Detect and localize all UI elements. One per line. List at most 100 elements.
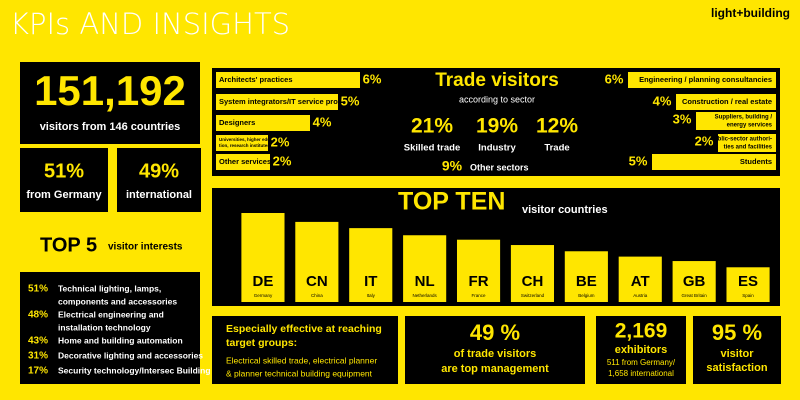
sector-pct: 4% (653, 93, 672, 108)
bar-category: DE (253, 273, 274, 290)
visitors-box (20, 62, 200, 144)
sector-bar (216, 154, 270, 170)
interests-title: TOP 5 (40, 234, 97, 256)
brand: light+building (711, 6, 790, 20)
sector-label: Public-sector authori- (710, 137, 772, 143)
bars: DE Germany CN China IT Italy NL Netherlands FR Fr… (241, 213, 770, 302)
sector-label: tion, research institutes (219, 143, 270, 148)
sector-label: Trade (544, 143, 569, 154)
sector-pct: 19% (476, 115, 518, 138)
bar (510, 245, 555, 302)
sector-pct: 2% (271, 134, 290, 149)
bar-category: CH (522, 273, 544, 290)
origin-label: international (126, 189, 192, 201)
sector-pct: 5% (341, 93, 360, 108)
interests-box (20, 272, 200, 384)
sector-bar (216, 72, 360, 88)
sector-pct: 3% (673, 111, 692, 126)
bar-label: France (472, 293, 487, 298)
title: KPIs AND INSIGHTS (10, 7, 290, 41)
sector-pct: 2% (273, 153, 292, 168)
sector-label: Designers (219, 118, 255, 127)
interest-text: components and accessories (58, 296, 177, 306)
bar-label: Netherlands (413, 293, 438, 298)
bar-category: FR (469, 273, 489, 290)
sectors-content: Architects' practices 6% System integrator… (216, 71, 776, 170)
interest-pct: 51% (28, 284, 48, 295)
interest-pct: 31% (28, 351, 48, 362)
visitors-caption: visitors from 146 countries (40, 121, 181, 133)
sector-bar (216, 115, 310, 131)
origin-value: 51% (44, 160, 84, 182)
interests-list: 51% Technical lighting, lamps, components … (28, 283, 211, 376)
sector-pct: 6% (605, 71, 624, 86)
exhibitors-text: exhibitors (615, 344, 668, 356)
sector-pct: 4% (313, 114, 332, 129)
interest-pct: 43% (28, 336, 48, 347)
bar (726, 267, 770, 302)
bar-category: ES (738, 273, 758, 290)
bar (241, 213, 285, 302)
satisfaction-box (693, 316, 781, 384)
satisfaction-text: satisfaction (706, 362, 767, 374)
interest-pct: 17% (28, 366, 48, 377)
interest-text: Security technology/Intersec Building (58, 365, 211, 375)
management-text: of trade visitors (454, 348, 537, 360)
other-label: Other sectors (470, 162, 529, 172)
bar-label: Switzerland (521, 293, 545, 298)
sector-pct: 2% (695, 133, 714, 148)
origin-box (20, 148, 108, 212)
sector-label: System integrators/IT service providers (219, 97, 360, 106)
exhibitors-text: 511 from Germany/ (607, 358, 676, 367)
sector-label: ties and facilities (724, 145, 773, 151)
targets-box (212, 316, 398, 384)
sector-bar (216, 135, 268, 151)
bar-label: Germany (254, 293, 273, 298)
bar (349, 228, 393, 302)
chart-subtitle: visitor countries (522, 204, 608, 216)
interests-subtitle: visitor interests (108, 242, 183, 253)
satisfaction-text: visitor (720, 348, 754, 360)
sectors-subtitle: according to sector (459, 94, 535, 104)
sector-label: Skilled trade (404, 143, 461, 154)
interest-text: Home and building automation (58, 335, 183, 345)
targets-title: target groups: (226, 337, 297, 349)
bar-label: Great Britain (682, 293, 708, 298)
visitors-total: 151,192 (34, 67, 186, 114)
sector-bar (696, 112, 776, 130)
satisfaction-value: 95 % (712, 320, 762, 345)
sector-pct: 5% (629, 153, 648, 168)
interest-text: Electrical engineering and (58, 309, 164, 319)
sector-label: Other services (219, 157, 271, 166)
bar-label: Austria (633, 293, 648, 298)
bar-category: BE (576, 273, 597, 290)
sector-label: Universities, higher educa- (219, 137, 277, 142)
interest-text: Technical lighting, lamps, (58, 283, 161, 293)
management-value: 49 % (470, 320, 520, 345)
sectors-title: Trade visitors (435, 70, 559, 91)
bar (564, 251, 608, 302)
sector-bar (628, 72, 776, 88)
sector-pct: 12% (536, 115, 578, 138)
bar (403, 235, 447, 302)
management-box (405, 316, 585, 384)
targets-title: Especially effective at reaching (226, 323, 382, 335)
bar (456, 239, 501, 302)
sector-label: Suppliers, building / (715, 115, 773, 121)
bar-label: Belgium (578, 293, 595, 298)
interest-text: installation technology (58, 322, 151, 332)
exhibitors-value: 2,169 (615, 320, 668, 343)
sector-label: energy services (727, 123, 773, 129)
sector-pct: 6% (363, 71, 382, 86)
sector-label: Engineering / planning consultancies (639, 75, 772, 84)
sector-label: Architects' practices (219, 75, 292, 84)
interest-pct: 48% (28, 310, 48, 321)
sector-bar (652, 154, 776, 170)
interest-text: Decorative lighting and accessories (58, 350, 203, 360)
management-text: are top management (441, 363, 549, 375)
origin-box (117, 148, 201, 212)
bar-label: Italy (367, 293, 376, 298)
bar-label: Spain (742, 293, 754, 298)
